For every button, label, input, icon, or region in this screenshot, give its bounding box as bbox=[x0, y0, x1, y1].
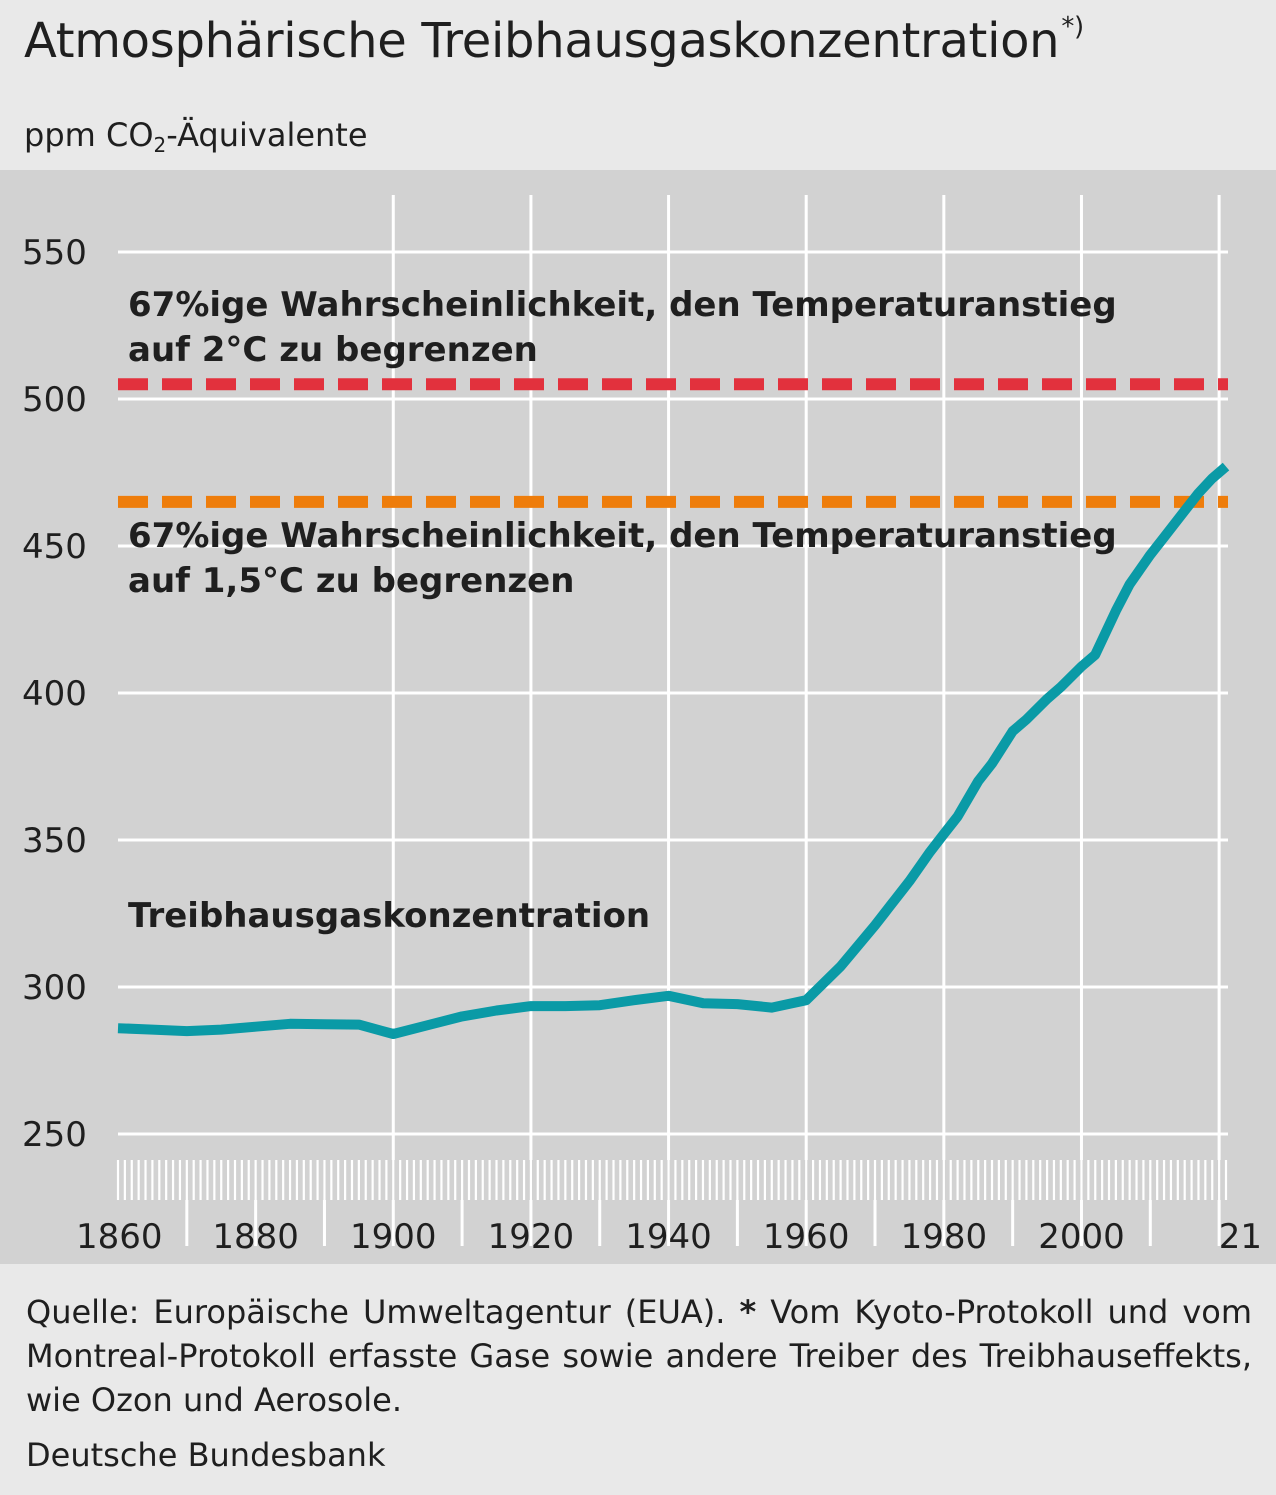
unit-suffix: -Äquivalente bbox=[166, 116, 368, 154]
footnote: Quelle: Europäische Umweltagentur (EUA).… bbox=[26, 1290, 1252, 1422]
chart-title-text: Atmosphärische Treibhausgaskonzentration bbox=[24, 13, 1060, 69]
unit-prefix: ppm CO bbox=[24, 116, 154, 154]
series-lines bbox=[117, 462, 1230, 1039]
annotation-2c-line2: auf 2°C zu begrenzen bbox=[128, 330, 538, 370]
x-axis-tick-strip bbox=[116, 1160, 1228, 1246]
footnote-star: * bbox=[739, 1293, 757, 1331]
footnote-marker: *) bbox=[1061, 12, 1084, 42]
x-tick-label: 1960 bbox=[763, 1217, 850, 1257]
x-tick-label: 1940 bbox=[625, 1217, 712, 1257]
y-tick-label: 500 bbox=[22, 380, 87, 420]
y-tick-label: 250 bbox=[22, 1115, 87, 1155]
x-tick-label: 1920 bbox=[488, 1217, 575, 1257]
x-axis-tick-labels: 1860 1880 1900 1920 1940 1960 1980 2000 21 bbox=[76, 1217, 1262, 1257]
x-tick-label: 21 bbox=[1219, 1217, 1262, 1257]
y-tick-label: 550 bbox=[22, 233, 87, 273]
x-tick-label: 1880 bbox=[212, 1217, 299, 1257]
chart: 250 300 350 400 450 500 550 1860 1880 1900 1920 19… bbox=[22, 195, 1262, 1257]
threshold-lines bbox=[118, 378, 1228, 508]
series-label: Treibhausgaskonzentration bbox=[128, 896, 650, 936]
annotation-15c-line2: auf 1,5°C zu begrenzen bbox=[128, 561, 574, 601]
unit-label: ppm CO2-Äquivalente bbox=[24, 116, 368, 157]
publisher: Deutsche Bundesbank bbox=[26, 1436, 386, 1474]
annotation-15c-line1: 67%ige Wahrscheinlichkeit, den Temperatu… bbox=[128, 516, 1117, 556]
x-tick-label: 2000 bbox=[1038, 1217, 1125, 1257]
x-tick-label: 1900 bbox=[350, 1217, 437, 1257]
chart-title: Atmosphärische Treibhausgaskonzentration… bbox=[24, 12, 1084, 69]
x-tick-label: 1980 bbox=[901, 1217, 988, 1257]
series-line bbox=[117, 462, 1230, 1039]
y-tick-label: 300 bbox=[22, 968, 87, 1008]
y-tick-label: 450 bbox=[22, 527, 87, 567]
y-tick-label: 400 bbox=[22, 674, 87, 714]
y-tick-label: 350 bbox=[22, 821, 87, 861]
unit-subscript: 2 bbox=[153, 133, 167, 157]
footnote-text: Vom Kyoto-Protokoll und vom Montreal-Pro… bbox=[26, 1293, 1253, 1419]
footnote-source: Quelle: Europäische Umweltagentur (EUA). bbox=[26, 1293, 726, 1331]
plot-background bbox=[0, 170, 1276, 1264]
y-axis-tick-labels: 250 300 350 400 450 500 550 bbox=[22, 233, 87, 1155]
annotation-2c-line1: 67%ige Wahrscheinlichkeit, den Temperatu… bbox=[128, 285, 1117, 325]
horizontal-gridlines bbox=[118, 250, 1228, 1136]
x-tick-label: 1860 bbox=[76, 1217, 163, 1257]
